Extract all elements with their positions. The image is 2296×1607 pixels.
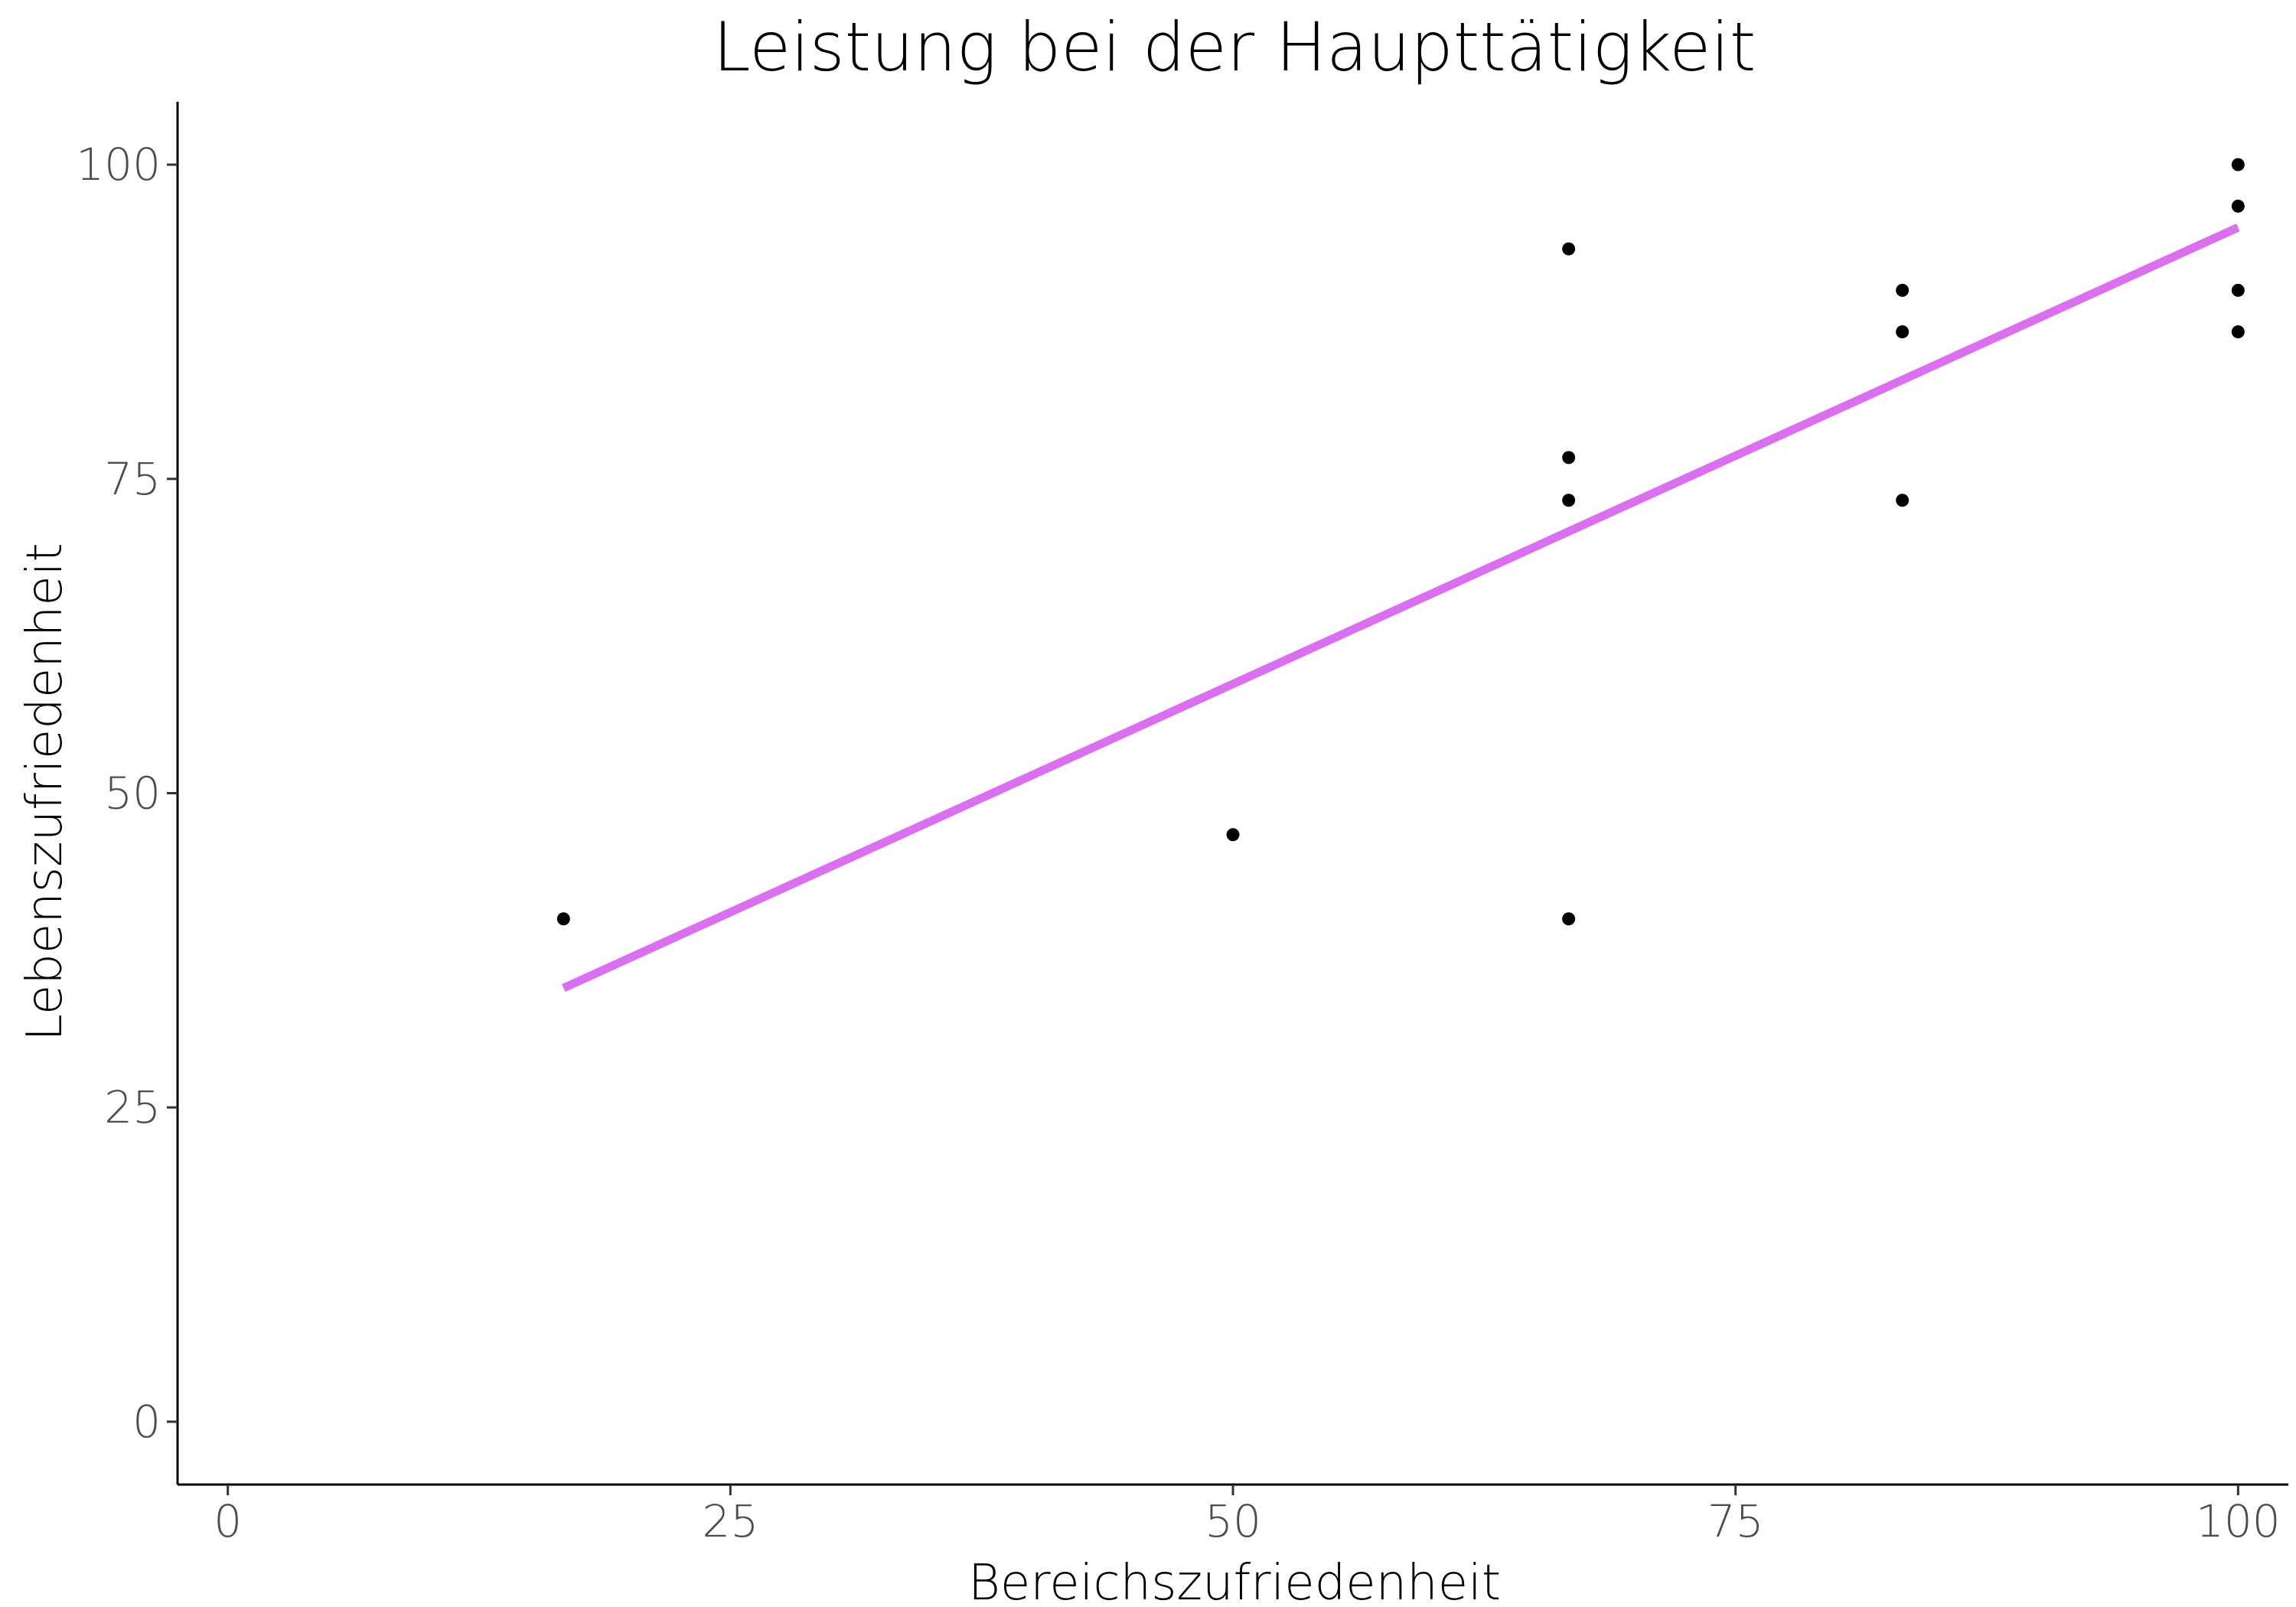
data-point — [1562, 912, 1576, 926]
x-tick-label: 25 — [702, 1495, 758, 1547]
data-point — [1562, 451, 1576, 464]
data-point — [1896, 325, 1910, 339]
data-point — [1562, 242, 1576, 256]
data-point — [556, 912, 570, 926]
data-point — [2231, 199, 2245, 213]
data-point — [1562, 494, 1576, 507]
data-point — [2231, 158, 2245, 171]
data-point — [1226, 828, 1240, 842]
data-point — [2231, 283, 2245, 297]
x-tick-label: 50 — [1205, 1495, 1261, 1547]
data-point — [1896, 494, 1910, 507]
x-axis-title: Bereichszufriedenheit — [968, 1555, 1501, 1607]
y-tick-label: 25 — [104, 1081, 161, 1133]
x-tick-label: 75 — [1707, 1495, 1764, 1547]
trend-line — [562, 223, 2240, 993]
data-point — [2231, 325, 2245, 339]
chart-title: Leistung bei der Haupttätigkeit — [713, 8, 1756, 86]
y-tick-label: 50 — [104, 768, 161, 820]
plot-area: 0 25 50 75 100 0 25 50 75 100 — [76, 102, 2288, 1547]
y-tick-label: 75 — [104, 453, 161, 505]
y-tick-label: 0 — [132, 1396, 161, 1448]
y-tick-label: 100 — [76, 139, 161, 191]
x-tick-label: 0 — [214, 1495, 242, 1547]
data-point — [1896, 283, 1910, 297]
x-tick-label: 100 — [2196, 1495, 2281, 1547]
y-axis-title: Lebenszufriedenheit — [17, 543, 73, 1041]
